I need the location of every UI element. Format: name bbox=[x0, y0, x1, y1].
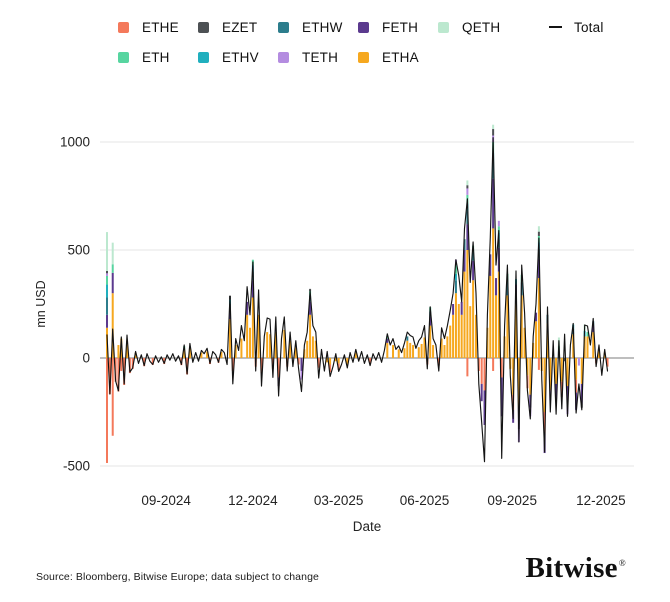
svg-text:0: 0 bbox=[82, 351, 90, 366]
legend-row-2: ETH ETHV TETH ETHA bbox=[118, 42, 604, 72]
legend-item-ETHE[interactable]: ETHE bbox=[118, 20, 198, 35]
legend-label-QETH: QETH bbox=[462, 19, 501, 35]
legend-swatch-ETH bbox=[118, 51, 129, 63]
bitwise-logo: Bitwise® bbox=[526, 552, 626, 585]
bars-QETH bbox=[106, 124, 586, 347]
svg-text:12-2024: 12-2024 bbox=[228, 493, 278, 508]
svg-text:mn USD: mn USD bbox=[34, 280, 48, 327]
legend: ETHE EZET ETHW FETH QETH Total ETH ETHV TETH ETH… bbox=[118, 12, 604, 72]
legend-label-ETHW: ETHW bbox=[302, 19, 343, 35]
legend-swatch-EZET bbox=[198, 21, 209, 33]
svg-text:06-2025: 06-2025 bbox=[400, 493, 450, 508]
legend-swatch-ETHE bbox=[118, 21, 129, 33]
svg-text:12-2025: 12-2025 bbox=[576, 493, 626, 508]
svg-text:-500: -500 bbox=[63, 459, 90, 474]
legend-item-QETH[interactable]: QETH bbox=[438, 20, 518, 35]
bars bbox=[106, 124, 609, 463]
svg-text:Date: Date bbox=[353, 519, 382, 534]
legend-item-FETH[interactable]: FETH bbox=[358, 20, 438, 35]
legend-line-swatch-Total bbox=[549, 25, 562, 29]
legend-item-ETHW[interactable]: ETHW bbox=[278, 20, 358, 35]
gridlines bbox=[100, 141, 634, 467]
legend-row-1: ETHE EZET ETHW FETH QETH Total bbox=[118, 12, 604, 42]
legend-item-ETHV[interactable]: ETHV bbox=[198, 50, 278, 65]
legend-label-ETHV: ETHV bbox=[222, 49, 259, 65]
legend-label-ETHE: ETHE bbox=[142, 19, 179, 35]
svg-text:09-2024: 09-2024 bbox=[141, 493, 191, 508]
svg-text:1000: 1000 bbox=[60, 135, 90, 150]
total-line bbox=[106, 137, 609, 463]
registered-mark: ® bbox=[618, 558, 626, 569]
total-line-path bbox=[106, 137, 609, 463]
legend-swatch-ETHA bbox=[358, 51, 369, 63]
source-note: Source: Bloomberg, Bitwise Europe; data … bbox=[36, 571, 319, 583]
bars-ETHV bbox=[106, 152, 586, 337]
legend-item-EZET[interactable]: EZET bbox=[198, 20, 278, 35]
legend-swatch-QETH bbox=[438, 21, 449, 33]
bars-TETH bbox=[106, 135, 580, 443]
legend-label-TETH: TETH bbox=[302, 49, 339, 65]
bitwise-logo-text: Bitwise bbox=[525, 552, 618, 584]
legend-swatch-FETH bbox=[358, 21, 369, 33]
legend-swatch-ETHV bbox=[198, 51, 209, 63]
legend-label-Total: Total bbox=[574, 19, 604, 35]
legend-label-ETH: ETH bbox=[142, 49, 170, 65]
svg-text:500: 500 bbox=[67, 243, 90, 258]
legend-label-EZET: EZET bbox=[222, 19, 258, 35]
legend-item-TETH[interactable]: TETH bbox=[278, 50, 358, 65]
legend-swatch-TETH bbox=[278, 51, 289, 63]
legend-item-ETHA[interactable]: ETHA bbox=[358, 50, 438, 65]
legend-swatch-ETHW bbox=[278, 21, 289, 33]
bars-ETHE bbox=[106, 358, 609, 463]
legend-label-ETHA: ETHA bbox=[382, 49, 419, 65]
flows-chart: 1000 500 0 -500 mn USD 09-2024 12-2024 03-2025 0… bbox=[34, 124, 634, 535]
legend-item-ETH[interactable]: ETH bbox=[118, 50, 198, 65]
legend-item-Total[interactable]: Total bbox=[549, 20, 604, 35]
legend-label-FETH: FETH bbox=[382, 19, 419, 35]
svg-text:09-2025: 09-2025 bbox=[487, 493, 537, 508]
svg-text:03-2025: 03-2025 bbox=[314, 493, 364, 508]
axis-labels: 1000 500 0 -500 mn USD 09-2024 12-2024 03-2025 0… bbox=[34, 135, 626, 535]
bars-ETHA bbox=[106, 228, 606, 412]
